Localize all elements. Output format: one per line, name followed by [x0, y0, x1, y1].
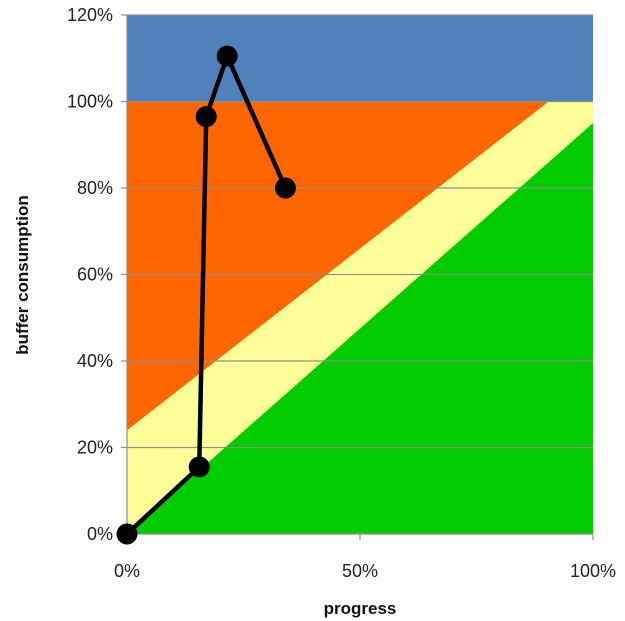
grid-layer — [121, 14, 594, 540]
data-point — [195, 106, 217, 128]
data-point — [116, 523, 138, 545]
y-tick-label: 20% — [77, 438, 113, 458]
data-point — [188, 456, 210, 478]
x-axis-title: progress — [324, 599, 397, 618]
y-tick-label: 120% — [67, 5, 113, 25]
data-point — [216, 45, 238, 67]
data-point — [274, 177, 296, 199]
y-tick-label: 40% — [77, 351, 113, 371]
y-axis-title: buffer consumption — [13, 195, 32, 355]
y-tick-label: 60% — [77, 265, 113, 285]
y-tick-label: 80% — [77, 178, 113, 198]
ticks-layer: 0% 20% 40% 60% 80% 100% 120% 0% 50% 100% — [67, 5, 616, 581]
zone-black — [127, 15, 593, 102]
x-tick-label: 0% — [114, 561, 140, 581]
zone-red — [127, 101, 549, 431]
x-tick-label: 100% — [570, 561, 616, 581]
series-layer — [116, 45, 296, 545]
x-tick-label: 50% — [342, 561, 378, 581]
y-tick-label: 0% — [87, 524, 113, 544]
y-tick-label: 100% — [67, 92, 113, 112]
